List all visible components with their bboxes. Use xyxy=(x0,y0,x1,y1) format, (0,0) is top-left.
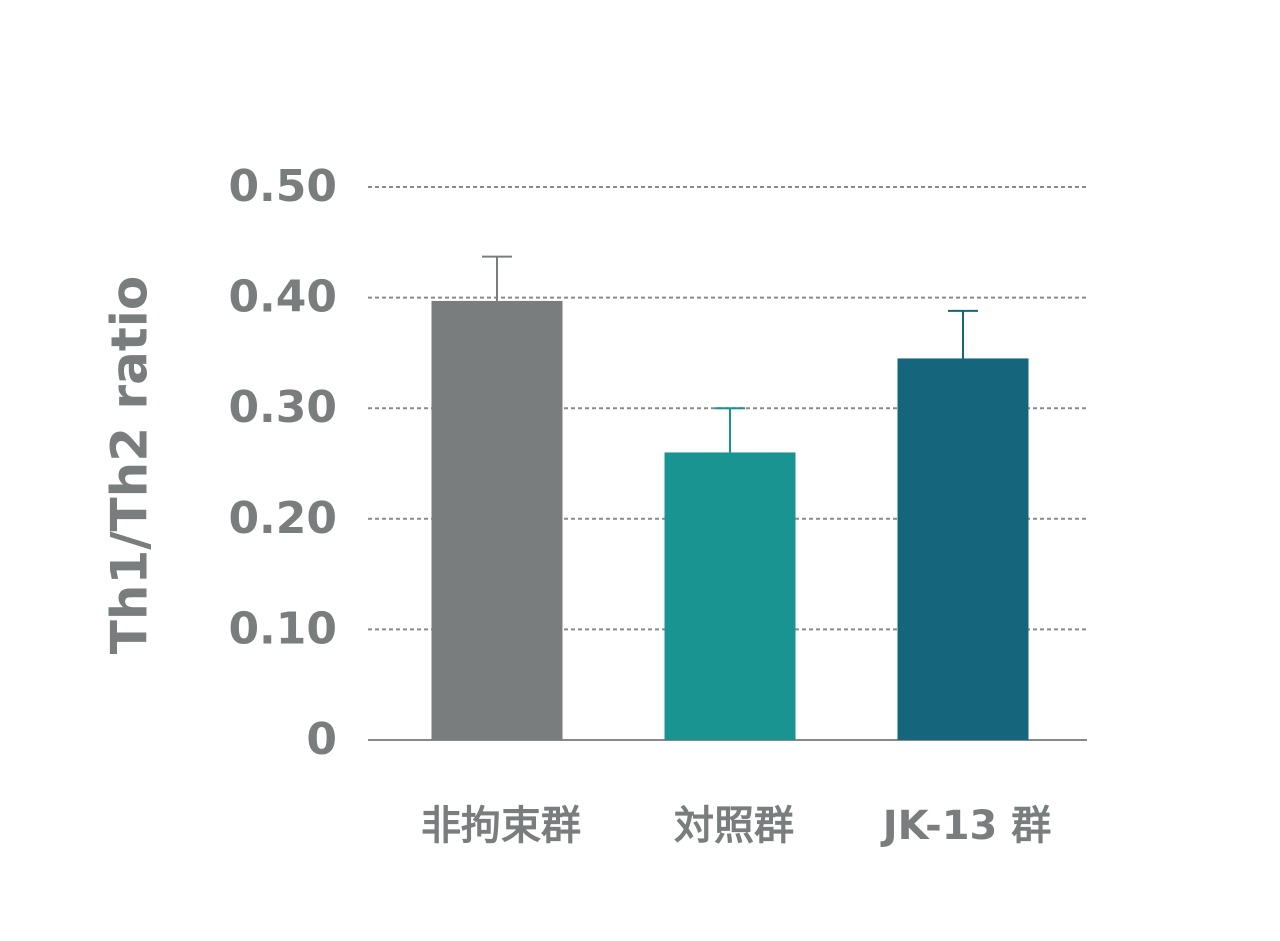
y-tick-label: 0.50 xyxy=(228,161,337,212)
error-bar xyxy=(948,309,978,359)
y-tick-label: 0 xyxy=(306,714,337,765)
error-bar xyxy=(715,407,745,453)
bar xyxy=(431,300,563,740)
x-tick-label: 非拘束群 xyxy=(421,803,581,849)
y-axis-label: Th1/Th2 ratio xyxy=(101,276,159,654)
bar xyxy=(897,358,1029,740)
x-tick-label: JK-13 群 xyxy=(880,803,1052,849)
y-tick-label: 0.30 xyxy=(228,382,337,433)
bar xyxy=(664,452,796,740)
x-tick-label: 対照群 xyxy=(674,803,794,849)
y-tick-label: 0.40 xyxy=(228,272,337,323)
y-tick-label: 0.10 xyxy=(228,603,337,654)
y-tick-label: 0.20 xyxy=(228,493,337,544)
error-bar xyxy=(482,255,512,301)
